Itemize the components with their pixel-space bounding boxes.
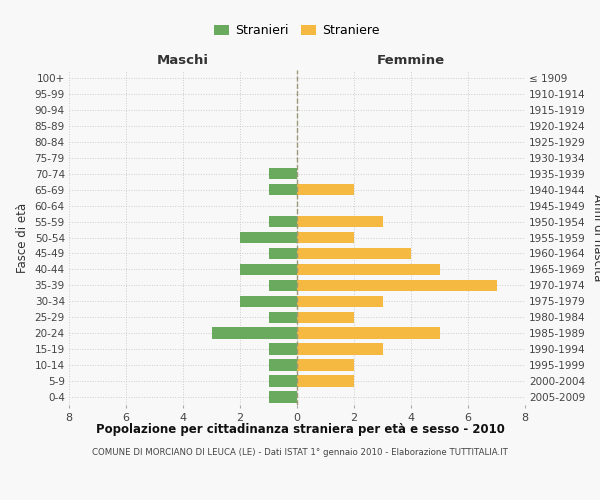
Bar xyxy=(297,232,354,243)
Bar xyxy=(269,248,297,259)
Bar xyxy=(240,264,297,275)
Bar xyxy=(269,344,297,355)
Bar xyxy=(297,264,439,275)
Bar xyxy=(269,376,297,387)
Bar xyxy=(269,168,297,179)
Bar xyxy=(269,392,297,403)
Bar xyxy=(212,328,297,339)
Bar xyxy=(297,216,383,228)
Bar xyxy=(297,344,383,355)
Y-axis label: Fasce di età: Fasce di età xyxy=(16,202,29,272)
Legend: Stranieri, Straniere: Stranieri, Straniere xyxy=(209,20,385,42)
Text: Maschi: Maschi xyxy=(157,54,209,67)
Bar xyxy=(297,248,411,259)
Text: Femmine: Femmine xyxy=(377,54,445,67)
Bar xyxy=(269,360,297,371)
Bar xyxy=(269,280,297,291)
Bar xyxy=(269,184,297,196)
Bar xyxy=(297,360,354,371)
Bar xyxy=(240,232,297,243)
Bar xyxy=(297,280,497,291)
Bar xyxy=(297,296,383,307)
Bar xyxy=(297,376,354,387)
Y-axis label: Anni di nascita: Anni di nascita xyxy=(592,194,600,281)
Bar xyxy=(269,312,297,323)
Bar xyxy=(269,216,297,228)
Bar xyxy=(297,328,439,339)
Text: Popolazione per cittadinanza straniera per età e sesso - 2010: Popolazione per cittadinanza straniera p… xyxy=(95,422,505,436)
Text: COMUNE DI MORCIANO DI LEUCA (LE) - Dati ISTAT 1° gennaio 2010 - Elaborazione TUT: COMUNE DI MORCIANO DI LEUCA (LE) - Dati … xyxy=(92,448,508,457)
Bar xyxy=(297,184,354,196)
Bar xyxy=(297,312,354,323)
Bar xyxy=(240,296,297,307)
